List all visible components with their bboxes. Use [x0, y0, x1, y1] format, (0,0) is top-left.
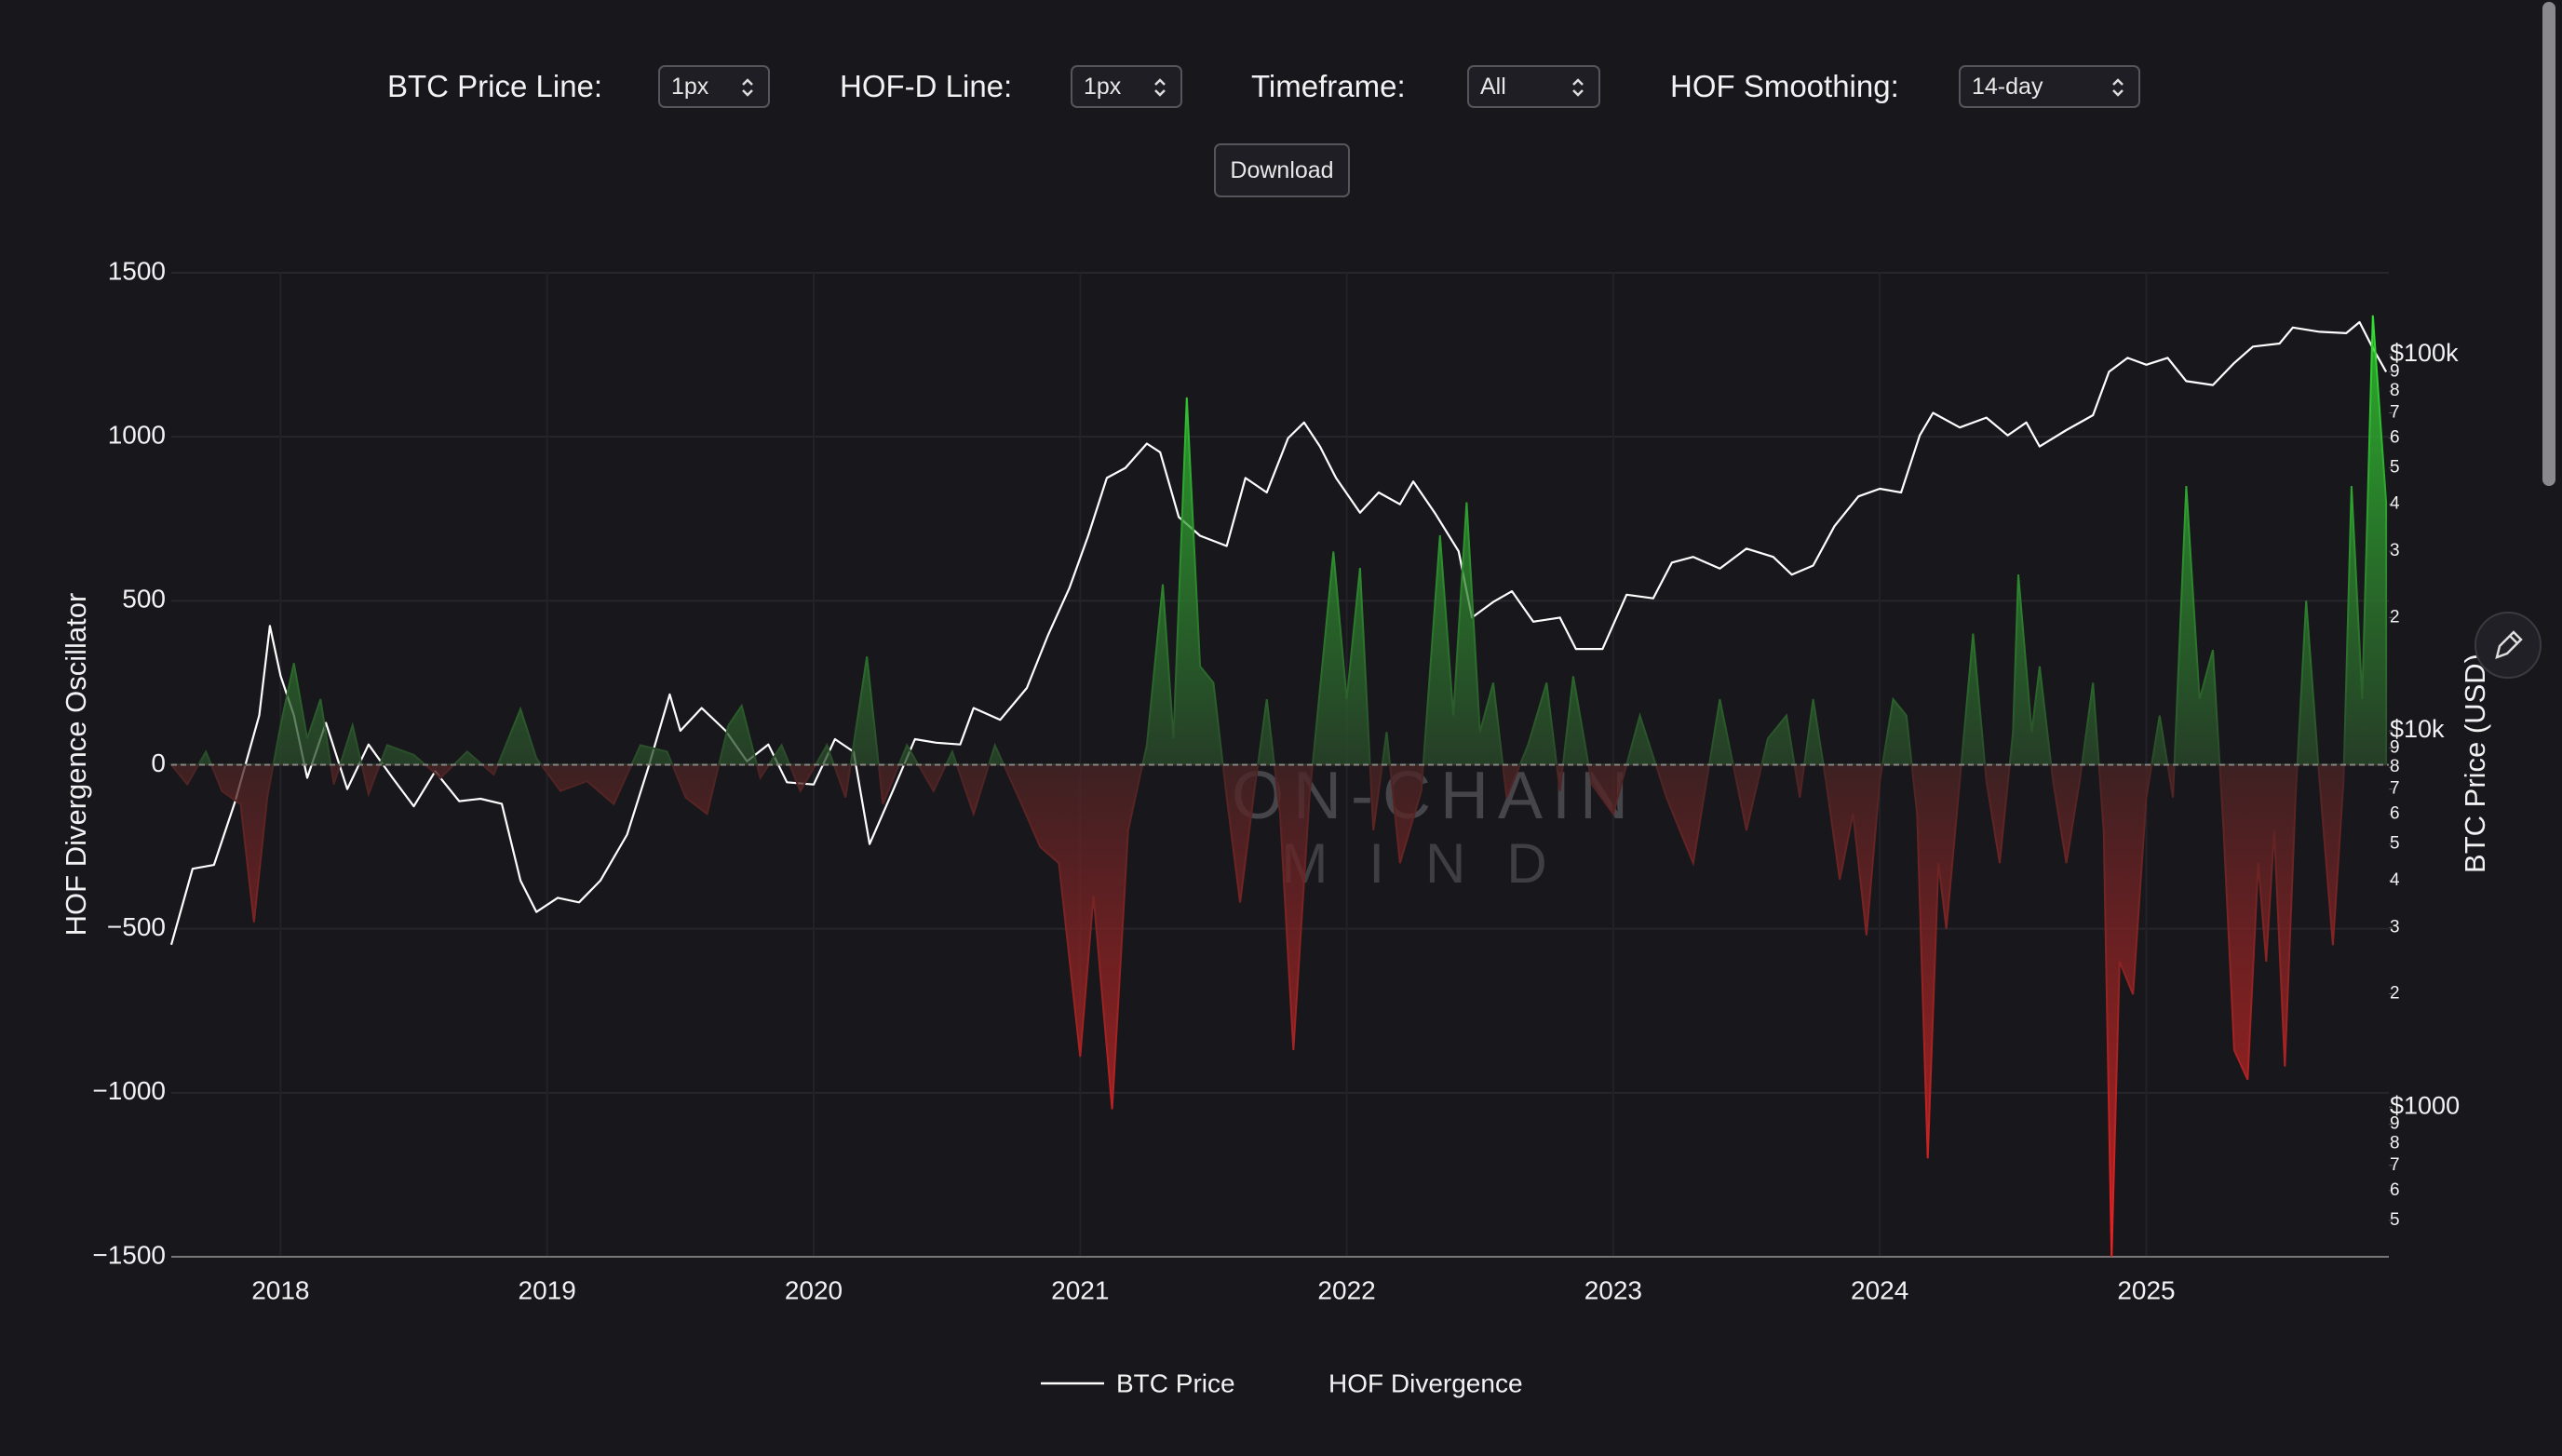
chevron [1154, 78, 1166, 97]
y2-tick-label: 8 [2390, 381, 2400, 400]
y2-tick-label: 2 [2390, 607, 2400, 627]
y2-tick-label: 9 [2390, 1114, 2400, 1134]
x-tick-label: 2023 [1584, 1275, 1642, 1304]
y-axis-title: HOF Divergence Oscillator [60, 593, 92, 937]
select-value: 1px [1084, 74, 1122, 100]
y2-tick-label: 6 [2390, 804, 2400, 824]
y-tick-label: −1000 [92, 1076, 166, 1105]
edit-button[interactable] [2474, 612, 2542, 679]
y-tick-label: −500 [107, 912, 166, 941]
y2-tick-label: 5 [2390, 1210, 2400, 1230]
y2-tick-label: 3 [2390, 917, 2400, 937]
y-tick-label: 0 [151, 748, 166, 777]
select-value: 14-day [1972, 74, 2043, 100]
chevron [742, 78, 753, 97]
y2-tick-label: $10k [2390, 715, 2445, 743]
y2-tick-label: 4 [2390, 870, 2400, 890]
y2-tick-label: 5 [2390, 458, 2400, 478]
y2-tick-label: 8 [2390, 757, 2400, 776]
y2-tick-label: 9 [2390, 361, 2400, 381]
hof-area [169, 315, 2388, 1258]
x-tick-label: 2020 [785, 1275, 843, 1304]
y-tick-label: 1000 [108, 421, 166, 450]
y-tick-label: −1500 [92, 1240, 166, 1269]
legend-label: HOF Divergence [1328, 1368, 1523, 1397]
x-tick-label: 2021 [1051, 1275, 1109, 1304]
edit-icon [2495, 630, 2523, 659]
y2-tick-label: 4 [2390, 494, 2400, 514]
price-line [169, 320, 2388, 946]
x-tick-label: 2024 [1851, 1275, 1908, 1304]
y2-tick-label: 9 [2390, 738, 2400, 758]
y2-tick-label: 6 [2390, 1180, 2400, 1200]
select-value: All [1480, 74, 1506, 100]
select[interactable]: 1px [1071, 65, 1182, 108]
x-tick-label: 2025 [2117, 1275, 2175, 1304]
control-label: Timeframe: [1251, 69, 1406, 103]
y2-tick-label: 7 [2390, 1155, 2400, 1175]
y-tick-label: 1500 [108, 256, 166, 285]
control-label: HOF Smoothing: [1670, 69, 1899, 103]
y2-tick-label: 3 [2390, 541, 2400, 560]
x-tick-label: 2019 [519, 1275, 576, 1304]
y2-tick-label: 7 [2390, 403, 2400, 423]
select[interactable]: All [1467, 65, 1600, 108]
select[interactable]: 14-day [1959, 65, 2140, 108]
y2-tick-label: $100k [2390, 339, 2459, 367]
x-tick-label: 2018 [251, 1275, 309, 1304]
chevron [2112, 78, 2124, 97]
y-tick-label: 500 [122, 585, 166, 613]
y2-tick-label: $1000 [2390, 1091, 2460, 1119]
scrollbar[interactable] [2542, 2, 2555, 486]
watermark: MIND [1281, 832, 1587, 895]
y2-axis-title: BTC Price (USD) [2459, 654, 2491, 873]
download-button[interactable]: Download [1214, 143, 1350, 197]
control-label: BTC Price Line: [387, 69, 603, 103]
chevron [1572, 78, 1584, 97]
select-value: 1px [671, 74, 709, 100]
x-tick-label: 2022 [1317, 1275, 1375, 1304]
select[interactable]: 1px [658, 65, 770, 108]
grid [171, 272, 2389, 1258]
y2-tick-label: 8 [2390, 1133, 2400, 1153]
legend-label: BTC Price [1116, 1368, 1235, 1397]
control-label: HOF-D Line: [840, 69, 1013, 103]
watermark: ON-CHAIN [1232, 759, 1638, 833]
y2-tick-label: 7 [2390, 779, 2400, 799]
y2-tick-label: 2 [2390, 984, 2400, 1004]
y2-tick-label: 5 [2390, 834, 2400, 854]
y2-tick-label: 6 [2390, 428, 2400, 448]
